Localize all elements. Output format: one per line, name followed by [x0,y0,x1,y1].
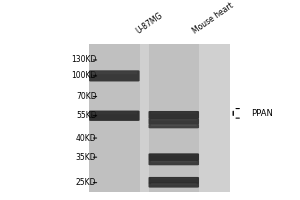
Text: 25KD: 25KD [76,178,97,187]
FancyBboxPatch shape [148,177,199,184]
FancyBboxPatch shape [151,124,197,126]
FancyBboxPatch shape [148,111,199,119]
FancyBboxPatch shape [151,112,197,114]
Text: 130KD: 130KD [71,55,97,64]
FancyBboxPatch shape [148,160,199,165]
FancyBboxPatch shape [148,44,199,192]
FancyBboxPatch shape [89,44,140,192]
Text: Mouse heart: Mouse heart [191,1,235,36]
Text: 40KD: 40KD [76,134,97,143]
FancyBboxPatch shape [148,183,199,188]
Text: U-87MG: U-87MG [134,11,164,36]
Text: 35KD: 35KD [76,153,97,162]
FancyBboxPatch shape [148,124,199,128]
Text: PPAN: PPAN [251,109,273,118]
FancyBboxPatch shape [151,119,197,121]
FancyBboxPatch shape [151,183,197,185]
FancyBboxPatch shape [89,44,140,192]
FancyBboxPatch shape [148,153,199,161]
Text: 100KD: 100KD [71,71,97,80]
FancyBboxPatch shape [151,154,197,156]
FancyBboxPatch shape [151,161,197,162]
FancyBboxPatch shape [92,111,137,114]
FancyBboxPatch shape [92,71,137,74]
FancyBboxPatch shape [89,111,140,121]
Text: 55KD: 55KD [76,111,97,120]
FancyBboxPatch shape [148,44,199,192]
FancyBboxPatch shape [89,70,140,81]
Text: 70KD: 70KD [76,92,97,101]
FancyBboxPatch shape [148,118,199,124]
FancyBboxPatch shape [151,178,197,180]
FancyBboxPatch shape [100,44,230,192]
